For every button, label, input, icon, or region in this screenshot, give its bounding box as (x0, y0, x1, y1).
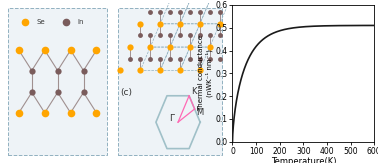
FancyBboxPatch shape (118, 8, 222, 155)
Text: $\Gamma$: $\Gamma$ (169, 112, 176, 123)
X-axis label: Temperature(K): Temperature(K) (271, 157, 336, 163)
Y-axis label: Thermal conductance
(nWK⁻¹ nm⁻¹): Thermal conductance (nWK⁻¹ nm⁻¹) (198, 35, 213, 111)
Text: M: M (196, 108, 203, 117)
Text: In: In (77, 19, 84, 25)
Text: Se: Se (36, 19, 45, 25)
Text: K: K (191, 87, 196, 96)
Text: (c): (c) (120, 88, 132, 97)
FancyBboxPatch shape (8, 8, 107, 155)
